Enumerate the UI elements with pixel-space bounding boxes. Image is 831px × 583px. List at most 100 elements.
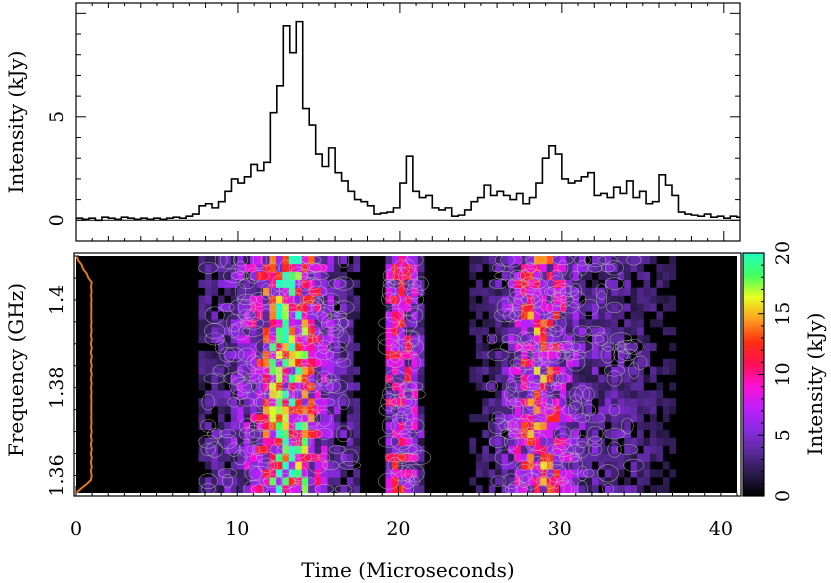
spectrogram-cell xyxy=(230,279,238,288)
contour-line xyxy=(549,448,564,467)
contour-line xyxy=(543,473,557,490)
contour-line xyxy=(488,278,508,289)
light-curve-panel: 05 Intensity (kJy) xyxy=(4,2,741,242)
spectrogram-cell xyxy=(630,485,638,493)
contour-line xyxy=(326,379,349,394)
spectrogram-cell xyxy=(559,256,567,265)
spectrogram-cell xyxy=(579,414,586,423)
spectrogram-cell xyxy=(617,390,625,399)
spectrogram-cell xyxy=(527,382,535,391)
contour-line xyxy=(400,464,416,483)
colorbar-ticks xyxy=(758,252,764,497)
spectrogram-cell xyxy=(204,461,212,470)
contour-line xyxy=(397,329,419,349)
spectrogram-cell xyxy=(256,398,264,407)
contour-line xyxy=(308,263,327,273)
contour-line xyxy=(587,263,603,273)
spectrogram-cell xyxy=(591,469,599,478)
spectrogram-cell xyxy=(546,350,554,359)
contour-line xyxy=(282,290,302,309)
spectrogram-cell xyxy=(411,429,419,438)
spectrogram-cell xyxy=(624,406,631,415)
spectrogram-cell xyxy=(282,279,290,288)
spectrogram-cell xyxy=(346,406,354,415)
spectrogram-cell xyxy=(250,406,257,415)
spectrogram-cell xyxy=(501,271,509,280)
spectrogram-cell xyxy=(269,319,277,328)
spectrogram-cell xyxy=(243,271,251,280)
contour-line xyxy=(550,291,563,308)
spectrogram-cell xyxy=(598,390,606,399)
spectrogram-cell xyxy=(224,390,232,399)
contour-line xyxy=(617,348,637,361)
spectrogram-cell xyxy=(301,271,309,280)
spectrogram-cell xyxy=(391,382,399,391)
spectrogram-cell xyxy=(224,429,232,438)
spectrogram-cell xyxy=(282,311,290,320)
spectrogram-cell xyxy=(224,279,232,288)
spectrogram-cell xyxy=(340,279,348,288)
spectrogram-cell xyxy=(217,485,225,493)
spectrogram-cell xyxy=(643,469,651,478)
spectrogram-cell xyxy=(269,453,277,462)
spectrogram-cell xyxy=(288,358,296,367)
spectrogram-cell xyxy=(301,327,309,336)
spectrogram-cell xyxy=(630,319,638,328)
contour-line xyxy=(317,339,331,354)
spectrogram-cell xyxy=(624,350,631,359)
spectrogram-cell xyxy=(598,421,606,431)
spectrogram-cell xyxy=(314,382,322,391)
spectrogram-cell xyxy=(237,485,244,493)
spectrogram-cell xyxy=(327,319,335,328)
spectrogram-cell xyxy=(566,311,573,320)
contour-line xyxy=(508,428,527,439)
spectrogram-cell xyxy=(533,358,541,367)
spectrogram-cell xyxy=(275,256,283,265)
contour-line xyxy=(312,331,324,347)
spectrogram-cell xyxy=(204,311,212,320)
spectrogram-cell xyxy=(527,319,535,328)
contour-line xyxy=(405,307,424,323)
contour-line xyxy=(234,283,247,300)
spectrogram-cell xyxy=(327,461,335,470)
spectrogram-cell xyxy=(237,477,244,486)
spectrogram-cell xyxy=(327,477,335,486)
spectrogram-cell xyxy=(250,414,257,423)
spectrogram-cell xyxy=(572,311,580,320)
spectrogram-cell xyxy=(230,263,238,273)
spectrogram-cell xyxy=(295,437,303,446)
spectrogram-cell xyxy=(327,414,335,423)
spectrogram-cell xyxy=(385,319,393,328)
contour-line xyxy=(313,397,336,407)
spectrogram-cell xyxy=(469,327,477,336)
spectrogram-cell xyxy=(553,461,560,470)
contour-line xyxy=(406,284,423,300)
spectrogram-cell xyxy=(566,406,573,415)
spectrogram-cell xyxy=(204,271,212,280)
spectrogram-cell xyxy=(417,350,425,359)
spectrogram-cell xyxy=(482,469,490,478)
spectrogram-cell xyxy=(340,358,348,367)
contour-line xyxy=(576,435,588,449)
contour-line xyxy=(574,413,591,423)
spectrogram-cell xyxy=(256,327,264,336)
spectrogram-cell xyxy=(604,453,612,462)
spectrogram-cell xyxy=(579,477,586,486)
contour-line xyxy=(315,377,334,396)
spectrogram-cell xyxy=(327,342,335,352)
spectrogram-cell xyxy=(411,421,419,431)
spectrogram-cell xyxy=(649,366,657,375)
spectrogram-cell xyxy=(243,327,251,336)
spectrogram-cell xyxy=(282,414,290,423)
spectrogram-cell xyxy=(540,263,548,273)
spectrogram-cell xyxy=(301,461,309,470)
spectrogram-cell xyxy=(398,390,406,399)
spectrogram-cell xyxy=(198,319,206,328)
spectrogram-cell xyxy=(572,485,580,493)
spectrogram-cell xyxy=(301,437,309,446)
spectrogram-cell xyxy=(649,429,657,438)
spectrogram-cell xyxy=(275,390,283,399)
contour-line xyxy=(314,349,334,361)
spectrogram-cell xyxy=(501,390,509,399)
spectrogram-cell xyxy=(495,287,502,296)
